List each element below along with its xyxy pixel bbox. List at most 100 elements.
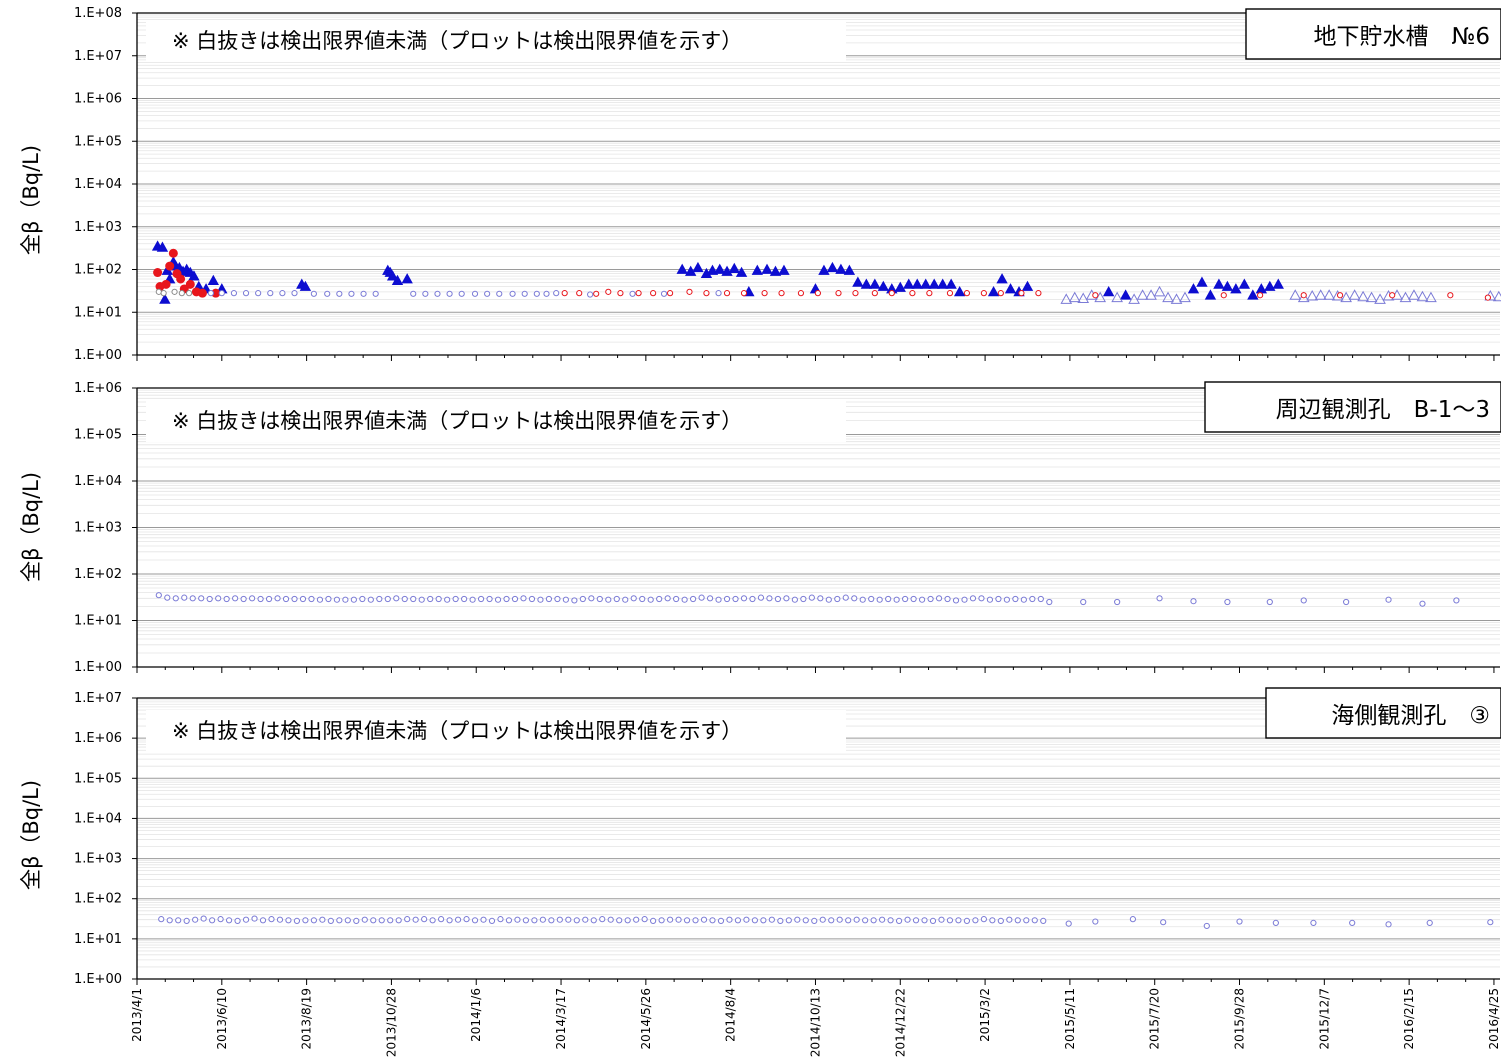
data-point (658, 917, 665, 924)
data-point (835, 263, 847, 274)
data-point (350, 596, 357, 603)
data-point (629, 290, 636, 297)
data-point (871, 290, 878, 297)
y-axis-label: 全β（Bq/L) (19, 472, 43, 582)
data-point (946, 290, 954, 297)
data-point (996, 273, 1008, 284)
y-tick-label: 1.E+07 (74, 49, 122, 64)
data-point (230, 290, 238, 297)
data-point (1179, 291, 1191, 303)
data-point (185, 290, 193, 297)
data-point (1035, 290, 1042, 297)
data-point (825, 596, 832, 603)
data-point (995, 595, 1002, 603)
data-point (565, 916, 572, 923)
data-point (1323, 289, 1336, 300)
data-point (1389, 292, 1396, 299)
data-point (853, 916, 860, 923)
y-tick-label: 1.E+05 (74, 134, 122, 149)
data-point (811, 917, 818, 925)
data-point (987, 286, 1000, 297)
data-point (774, 595, 782, 603)
data-point (183, 917, 190, 925)
x-tick-label: 2015/3/2 (978, 988, 992, 1042)
data-point (766, 595, 773, 602)
x-tick-label: 2013/6/10 (215, 988, 229, 1050)
data-point (1348, 289, 1361, 300)
data-point (1119, 289, 1132, 300)
data-point (1484, 294, 1491, 301)
data-point (353, 917, 360, 925)
y-tick-label: 1.E+00 (74, 348, 122, 363)
data-point (279, 290, 286, 297)
series-filled-circle-red (153, 248, 221, 298)
data-point (1255, 283, 1268, 294)
data-point (761, 263, 773, 274)
data-point (225, 917, 233, 924)
series-open-circle-red (561, 288, 1491, 301)
data-point (1162, 291, 1174, 303)
data-point (980, 290, 987, 297)
y-tick-label: 1.E+08 (74, 6, 122, 21)
data-point (910, 595, 917, 603)
data-point (579, 595, 586, 603)
data-point (370, 917, 377, 924)
data-point (1236, 918, 1243, 925)
data-point (630, 595, 637, 602)
data-point (444, 596, 451, 603)
data-point (463, 916, 470, 923)
y-tick-label: 1.E+02 (74, 567, 122, 582)
data-point (458, 290, 465, 297)
panel-3: 1.E+00 1.E+01 1.E+02 1.E+03 1.E+04 1.E+05 1.E+… (19, 687, 1501, 987)
data-point (215, 595, 222, 602)
data-point (728, 262, 740, 273)
data-point (361, 916, 368, 923)
data-point (616, 917, 623, 924)
data-point (885, 595, 892, 603)
data-point (664, 595, 671, 602)
data-point (1266, 598, 1273, 606)
data-point (1203, 922, 1210, 930)
data-point (342, 596, 349, 603)
data-point (1187, 283, 1200, 294)
data-point (372, 290, 379, 297)
data-point (1204, 289, 1217, 300)
data-point (1300, 597, 1307, 604)
y-tick-label: 1.E+05 (74, 771, 122, 786)
data-point (176, 274, 186, 284)
data-point (760, 917, 767, 924)
data-point (808, 594, 815, 601)
data-point (969, 595, 977, 602)
y-tick-label: 1.E+00 (74, 972, 122, 987)
data-point (852, 276, 864, 287)
data-point (435, 595, 442, 603)
data-point (778, 264, 790, 275)
data-point (918, 596, 926, 603)
data-point (845, 917, 852, 924)
data-point (265, 595, 273, 603)
data-point (921, 917, 928, 924)
data-point (887, 917, 894, 924)
y-tick-label: 1.E+06 (74, 92, 122, 107)
series-open-circle-lavender (158, 915, 1494, 930)
data-point (877, 280, 889, 291)
data-point (734, 917, 742, 924)
data-point (749, 595, 756, 603)
data-point (255, 290, 262, 297)
data-point (159, 293, 171, 304)
data-point (1023, 917, 1030, 924)
data-point (156, 241, 169, 252)
data-point (1128, 293, 1140, 304)
data-point (980, 916, 987, 923)
data-point (1040, 917, 1047, 925)
data-point (952, 597, 960, 604)
data-point (232, 595, 239, 602)
data-point (909, 290, 916, 297)
data-point (715, 596, 722, 603)
data-point (1077, 292, 1090, 303)
data-point (1031, 917, 1038, 924)
data-point (1153, 285, 1166, 297)
data-point (1447, 292, 1454, 299)
data-point (514, 916, 521, 923)
panel-title: 周辺観測孔 B-1～3 (1276, 397, 1490, 423)
